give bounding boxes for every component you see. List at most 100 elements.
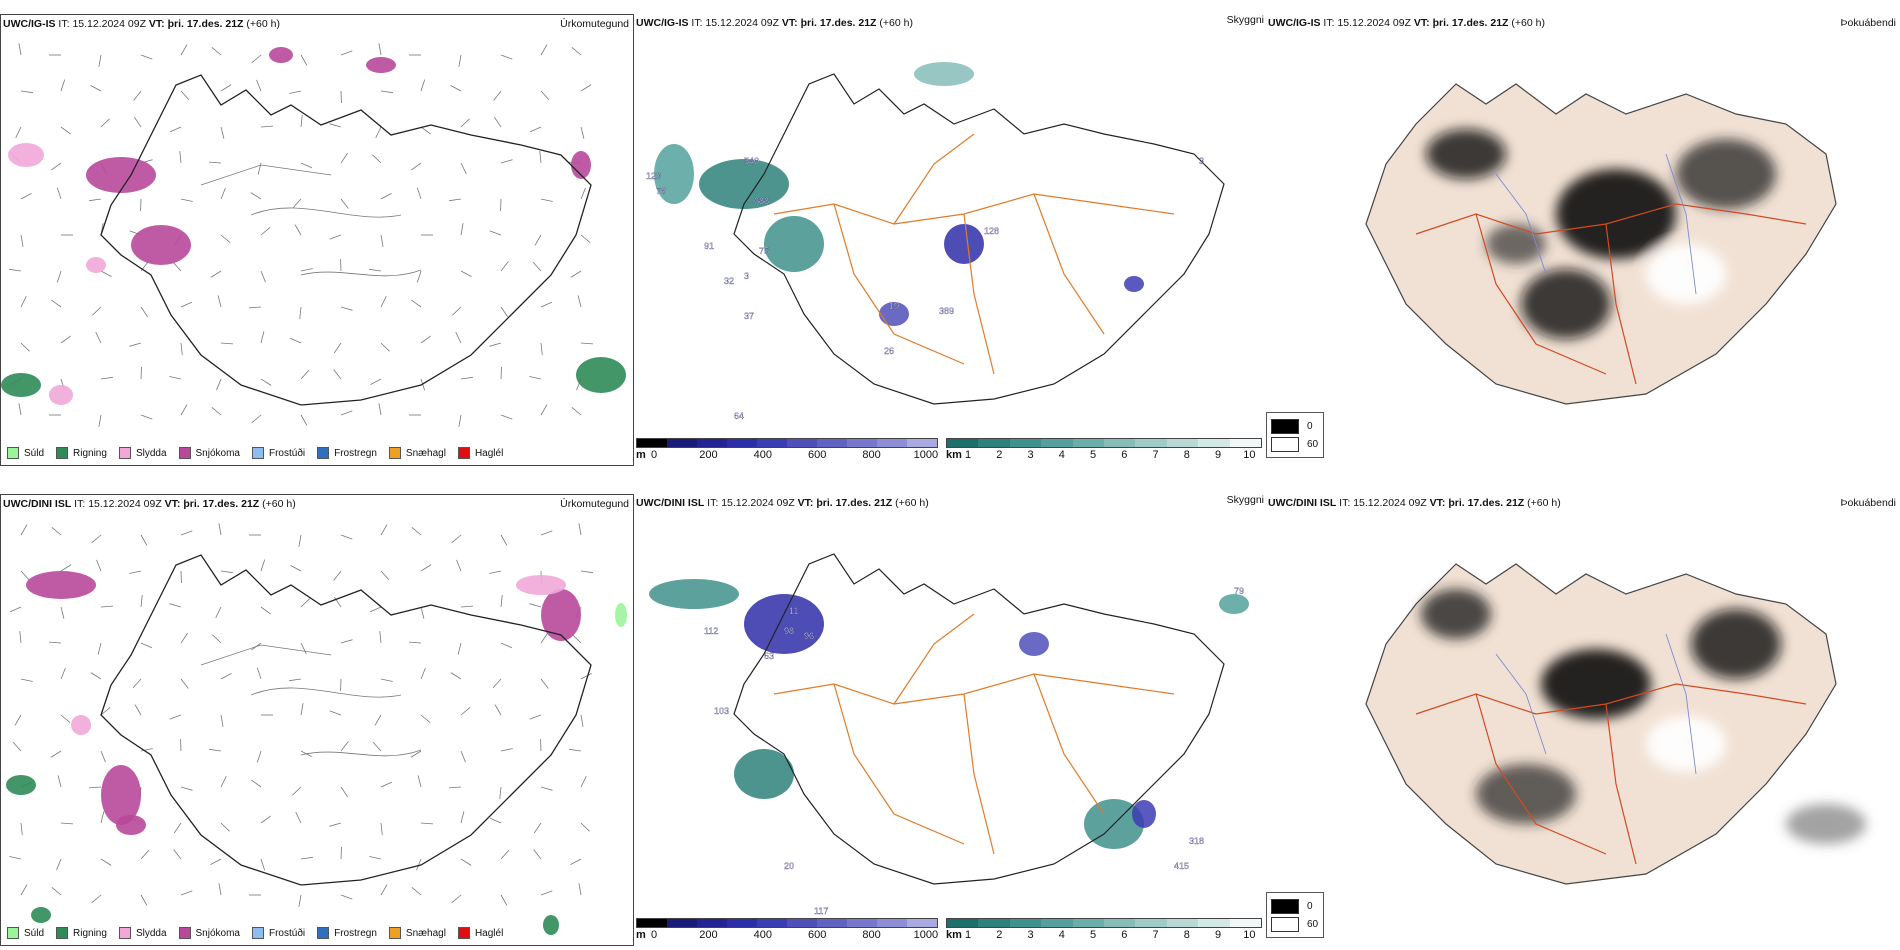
wind-barb xyxy=(15,126,22,138)
colorbar-segment xyxy=(697,439,727,447)
precip-area xyxy=(71,715,91,735)
wind-barb xyxy=(500,54,513,60)
wind-barb xyxy=(289,678,302,682)
visibility-area xyxy=(1124,276,1144,292)
wind-barb xyxy=(300,268,313,272)
legend-item: Frostúði xyxy=(251,927,305,939)
ceiling-value-label: 91 xyxy=(704,241,714,251)
wind-barb xyxy=(260,270,266,283)
colorbar-tick-label: 5 xyxy=(1090,929,1097,941)
wind-barb xyxy=(211,406,222,416)
wind-barb xyxy=(300,414,308,426)
wind-barb xyxy=(129,570,142,574)
wind-barb xyxy=(577,295,582,308)
wind-barb xyxy=(540,678,549,689)
wind-barb xyxy=(529,714,542,720)
wind-barb xyxy=(458,54,462,67)
wind-barb xyxy=(215,606,222,618)
legend-item: Haglél xyxy=(457,447,503,459)
colorbar-segment xyxy=(667,919,697,927)
colorbar-tick-label: 8 xyxy=(1183,449,1190,461)
wind-barb xyxy=(50,750,62,758)
precip-area xyxy=(31,907,51,923)
map-header: UWC/DINI ISL IT: 15.12.2024 09Z VT: þri.… xyxy=(3,498,296,510)
visibility-areas xyxy=(654,62,1144,326)
wind-barb xyxy=(180,342,183,355)
wind-barb xyxy=(249,306,262,309)
colorbar-tick-label: 400 xyxy=(753,929,773,941)
visibility-area xyxy=(1219,594,1249,614)
wind-barb xyxy=(9,606,22,613)
wind-barb xyxy=(299,306,302,319)
visibility-colorbar: km 1 2 3 4 5 6 7 8 9 10 xyxy=(946,438,1262,462)
wind-barb xyxy=(450,672,462,680)
colorbar-tick-label: 400 xyxy=(753,449,773,461)
wind-barb xyxy=(51,886,62,896)
iceland-coastline xyxy=(100,554,592,886)
wind-barb xyxy=(460,858,472,866)
legend-item: Snjókoma xyxy=(178,927,240,939)
wind-barb xyxy=(570,270,582,278)
wind-barb xyxy=(133,90,142,101)
wind-barb xyxy=(100,706,111,716)
colorbar-segment xyxy=(978,919,1010,927)
colorbar-segment xyxy=(1009,439,1042,447)
legend-item: Slydda xyxy=(118,927,167,939)
legend-swatch xyxy=(251,447,264,459)
wind-barb xyxy=(20,678,33,682)
colorbar-segment xyxy=(877,439,907,447)
wind-barb xyxy=(220,187,226,200)
wind-barb xyxy=(300,54,308,66)
fog-legend-item: 60 xyxy=(1271,915,1319,933)
wind-barb xyxy=(460,270,472,277)
precip-type-map-row2: UWC/DINI ISL IT: 15.12.2024 09Z VT: þri.… xyxy=(0,494,634,946)
legend-swatch xyxy=(388,447,401,459)
wind-barb xyxy=(51,526,62,536)
wind-barb xyxy=(57,775,62,788)
fog-legend-item: 0 xyxy=(1271,417,1319,435)
wind-barb xyxy=(372,154,382,164)
wind-barb xyxy=(251,779,262,788)
wind-barb xyxy=(380,296,387,308)
panel-title: Skyggni xyxy=(1226,14,1264,26)
wind-barb xyxy=(540,90,550,101)
iceland-coastline xyxy=(100,74,592,406)
legend-label: Slydda xyxy=(135,927,167,939)
wind-barb xyxy=(411,162,422,171)
wind-barb xyxy=(380,193,392,200)
legend-swatch xyxy=(317,927,330,939)
legend-item: Snæhagl xyxy=(388,447,446,459)
wind-barb xyxy=(578,523,582,536)
ceiling-value-label: 123 xyxy=(646,171,661,181)
wind-barb xyxy=(329,710,342,716)
wind-barb xyxy=(129,342,142,347)
wind-barb xyxy=(529,376,542,380)
wind-barb xyxy=(20,884,28,896)
ceiling-value-labels: 540 123 76 688 91 75 32 3 37 128 19 389 26 3 64 xyxy=(646,156,1204,421)
wind-barb xyxy=(409,641,422,644)
visibility-area xyxy=(649,579,739,609)
wind-barb xyxy=(340,534,353,540)
wind-barb xyxy=(294,224,302,236)
fog-map-canvas xyxy=(1365,563,1866,885)
wind-barb xyxy=(100,376,113,380)
wind-barb xyxy=(217,295,222,308)
fog-indicator-map-row2: UWC/DINI ISL IT: 15.12.2024 09Z VT: þri.… xyxy=(1266,494,1900,946)
fog-legend: 0 60 xyxy=(1266,892,1324,938)
wind-barb xyxy=(220,570,233,574)
wind-barb xyxy=(56,187,62,200)
ceiling-value-label: 688 xyxy=(754,196,769,206)
wind-barb xyxy=(12,741,22,752)
colorbar-tick-label: 9 xyxy=(1215,929,1222,941)
precip-area xyxy=(49,385,73,405)
wind-barb xyxy=(292,786,302,796)
wind-barb xyxy=(580,84,592,92)
precip-area xyxy=(1,373,41,397)
legend-swatch xyxy=(7,927,19,939)
colorbar-segment xyxy=(1229,439,1262,447)
legend-label: Rigning xyxy=(73,447,107,459)
precip-area xyxy=(116,815,146,835)
wind-barb xyxy=(449,786,462,789)
wind-barb xyxy=(420,667,426,680)
colorbar-segment xyxy=(727,439,757,447)
